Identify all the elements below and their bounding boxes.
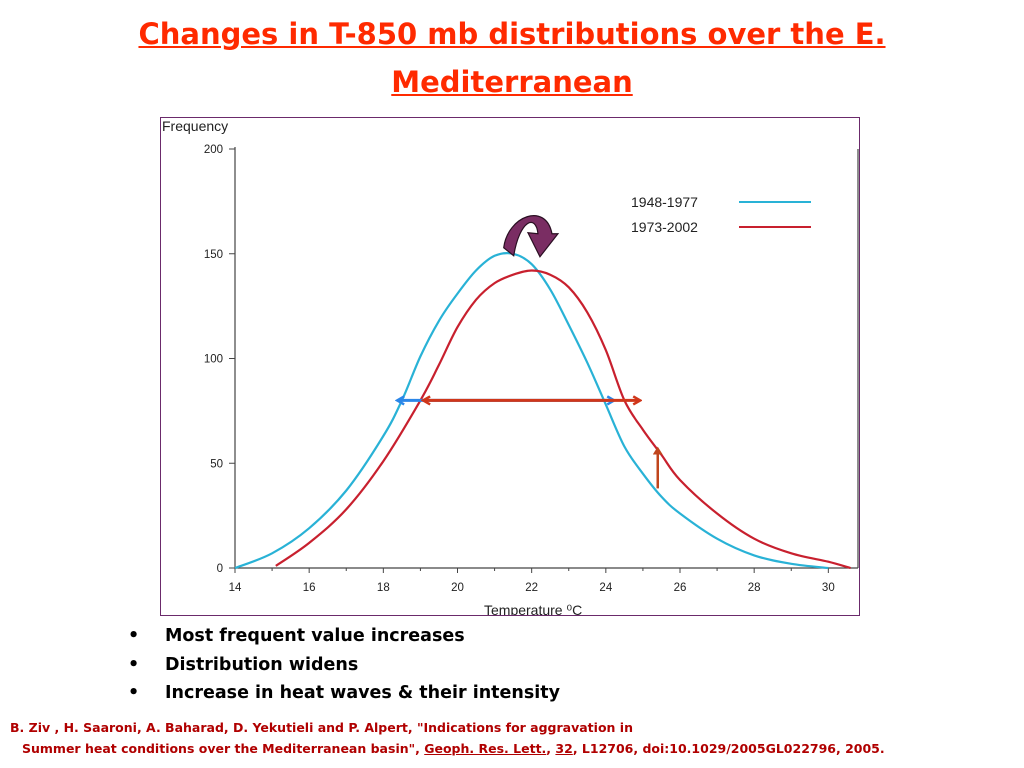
bullet-dot: • <box>128 654 140 675</box>
x-axis-title: Temperature ⁰C <box>484 602 582 615</box>
journal-link[interactable]: Geoph. Res. Lett. <box>424 741 547 756</box>
citation-rest: , L12706, doi:10.1029/2005GL022796, 2005… <box>572 741 885 756</box>
bullet-text: Most frequent value increases <box>165 626 465 646</box>
citation-text: Summer heat conditions over the Mediterr… <box>22 741 425 756</box>
bullet-dot: • <box>128 626 140 646</box>
frequency-chart: Frequency Temperature ⁰C 0 50 100 150 200 14 1… <box>162 118 859 615</box>
legend-label: 1973-2002 <box>631 219 698 235</box>
y-axis-title: Frequency <box>162 118 228 134</box>
bullet-item: • Increase in heat waves & their intensit… <box>128 679 560 708</box>
y-tick-label: 50 <box>210 458 223 470</box>
x-tick-label: 14 <box>229 582 242 594</box>
slide-title: Changes in T-850 mb distributions over t… <box>0 10 1024 106</box>
x-tick-label: 18 <box>377 582 390 594</box>
bullet-text: Increase in heat waves & their intensity <box>165 683 561 703</box>
y-tick-label: 100 <box>204 354 223 366</box>
peak-shift-arrow <box>503 215 560 258</box>
bullet-dot: • <box>128 683 140 703</box>
x-tick-label: 22 <box>525 582 538 594</box>
citation-line-2: Summer heat conditions over the Mediterr… <box>10 738 1020 759</box>
title-line-2: Mediterranean <box>391 65 633 99</box>
x-tick-label: 20 <box>451 582 464 594</box>
x-tick-label: 30 <box>822 582 835 594</box>
legend-label: 1948-1977 <box>631 194 698 210</box>
annotation-layer <box>398 215 663 489</box>
series-line-1 <box>234 252 829 570</box>
x-tick-label: 26 <box>674 582 687 594</box>
title-line-1: Changes in T-850 mb distributions over t… <box>138 17 886 51</box>
series-layer <box>234 252 851 570</box>
volume-link[interactable]: 32 <box>555 741 573 756</box>
y-tick-label: 150 <box>204 249 223 261</box>
bullet-item: • Most frequent value increases <box>128 622 560 651</box>
x-tick-label: 28 <box>748 582 761 594</box>
bullet-item: • Distribution widens <box>128 651 560 680</box>
legend: 1948-1977 1973-2002 <box>631 194 811 235</box>
x-tick-label: 16 <box>303 582 316 594</box>
citation-line-1: B. Ziv , H. Saaroni, A. Baharad, D. Yeku… <box>10 720 633 735</box>
series-line-2 <box>275 269 851 570</box>
x-tick-label: 24 <box>599 582 612 594</box>
bullet-text: Distribution widens <box>165 654 359 675</box>
y-tick-label: 200 <box>204 144 223 156</box>
chart-frame: Frequency Temperature ⁰C 0 50 100 150 200 14 1… <box>160 117 860 616</box>
bullet-list: • Most frequent value increases • Distribu… <box>128 622 560 708</box>
axes: 0 50 100 150 200 14 16 18 20 22 24 26 28 30 <box>204 144 859 594</box>
citation-separator: , <box>546 741 556 756</box>
y-tick-label: 0 <box>217 563 223 575</box>
citation: B. Ziv , H. Saaroni, A. Baharad, D. Yeku… <box>10 717 1020 759</box>
